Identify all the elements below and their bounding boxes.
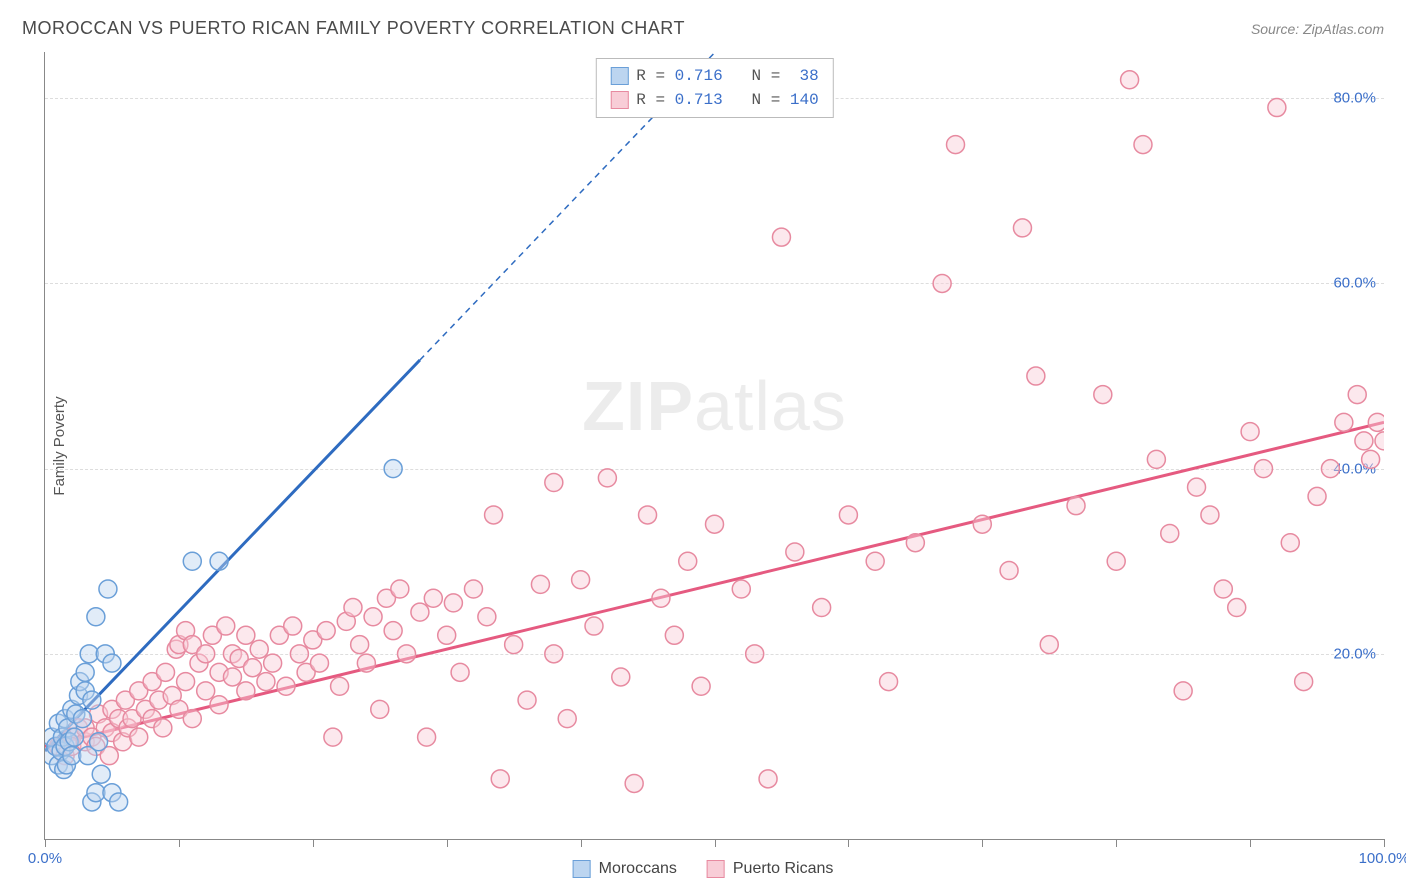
series-legend: Moroccans Puerto Ricans [573, 860, 834, 878]
plot-area: ZIPatlas R = 0.716 N = 38 R = 0.713 N = … [44, 52, 1384, 840]
x-tick [1384, 839, 1385, 847]
swatch-puerto-ricans-icon [610, 91, 628, 109]
source-label: Source: ZipAtlas.com [1251, 21, 1384, 37]
legend-item-moroccans: Moroccans [573, 860, 677, 878]
x-tick [848, 839, 849, 847]
legend-label-moroccans: Moroccans [599, 860, 677, 878]
legend-row-puerto-ricans: R = 0.713 N = 140 [610, 88, 818, 112]
correlation-legend: R = 0.716 N = 38 R = 0.713 N = 140 [595, 58, 833, 118]
legend-row-moroccans: R = 0.716 N = 38 [610, 64, 818, 88]
x-tick [1116, 839, 1117, 847]
swatch-puerto-ricans-icon [707, 860, 725, 878]
x-tick [313, 839, 314, 847]
x-tick [715, 839, 716, 847]
x-tick [447, 839, 448, 847]
x-tick [179, 839, 180, 847]
swatch-moroccans-icon [610, 67, 628, 85]
x-tick [982, 839, 983, 847]
x-tick-label: 100.0% [1359, 850, 1406, 867]
legend-label-puerto-ricans: Puerto Ricans [733, 860, 834, 878]
x-tick [45, 839, 46, 847]
chart-title: MOROCCAN VS PUERTO RICAN FAMILY POVERTY … [22, 18, 685, 39]
x-tick [581, 839, 582, 847]
swatch-moroccans-icon [573, 860, 591, 878]
x-tick [1250, 839, 1251, 847]
legend-item-puerto-ricans: Puerto Ricans [707, 860, 834, 878]
chart-header: MOROCCAN VS PUERTO RICAN FAMILY POVERTY … [22, 18, 1384, 39]
scatter-plot-svg [45, 52, 1384, 839]
x-tick-label: 0.0% [28, 850, 62, 867]
